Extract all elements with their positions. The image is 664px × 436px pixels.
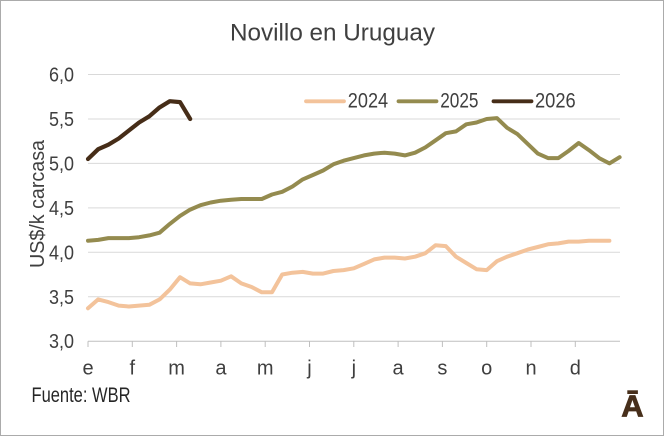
svg-text:US$/k carcasa: US$/k carcasa bbox=[27, 139, 49, 268]
svg-text:6,0: 6,0 bbox=[49, 65, 74, 87]
svg-text:4,5: 4,5 bbox=[49, 198, 74, 220]
svg-text:m: m bbox=[168, 358, 185, 380]
svg-text:4,0: 4,0 bbox=[49, 242, 74, 264]
svg-text:A: A bbox=[621, 389, 643, 424]
svg-text:3,5: 3,5 bbox=[49, 287, 74, 309]
svg-text:5,5: 5,5 bbox=[49, 109, 74, 131]
svg-text:f: f bbox=[130, 358, 136, 380]
svg-text:e: e bbox=[82, 358, 93, 380]
svg-text:Fuente: WBR: Fuente: WBR bbox=[32, 383, 131, 407]
svg-text:j: j bbox=[306, 358, 311, 380]
svg-text:a: a bbox=[393, 358, 405, 380]
svg-text:d: d bbox=[570, 358, 581, 380]
svg-text:a: a bbox=[215, 358, 227, 380]
svg-text:j: j bbox=[351, 358, 356, 380]
svg-text:5,0: 5,0 bbox=[49, 153, 74, 175]
svg-text:m: m bbox=[257, 358, 274, 380]
svg-text:2024: 2024 bbox=[348, 89, 389, 112]
svg-text:s: s bbox=[437, 358, 447, 380]
svg-text:2026: 2026 bbox=[535, 89, 576, 112]
svg-text:3,0: 3,0 bbox=[49, 331, 74, 353]
svg-text:Novillo en Uruguay: Novillo en Uruguay bbox=[230, 20, 435, 47]
svg-text:n: n bbox=[525, 358, 536, 380]
svg-text:o: o bbox=[481, 358, 492, 380]
svg-text:2025: 2025 bbox=[440, 89, 478, 112]
